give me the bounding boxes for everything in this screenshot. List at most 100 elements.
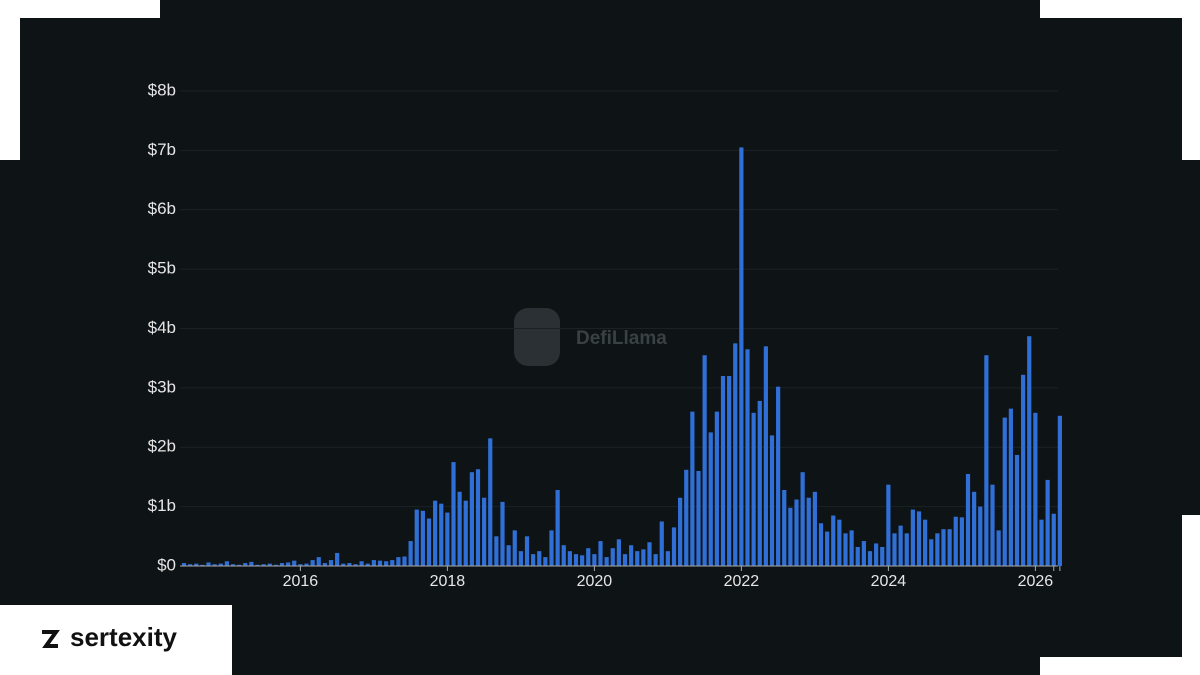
bar xyxy=(316,557,321,566)
x-tick-label: 2022 xyxy=(724,573,760,590)
bar xyxy=(457,491,462,566)
watermark-logo xyxy=(514,308,560,366)
bar xyxy=(776,386,781,566)
bar xyxy=(598,541,603,566)
bar xyxy=(426,518,432,566)
bar xyxy=(377,560,383,566)
bar xyxy=(592,554,597,566)
y-tick-label: $0 xyxy=(157,555,176,574)
plot: $0 $1b $2b $3b $4b $5b $6b $7b $8b 2016 2018 2020 20… xyxy=(148,80,1062,590)
bar xyxy=(959,517,964,566)
bar xyxy=(469,472,474,566)
bar xyxy=(874,543,879,566)
x-tick-label: 2026 xyxy=(1018,573,1054,590)
bar xyxy=(910,509,915,566)
bar xyxy=(543,557,548,566)
bar xyxy=(665,551,670,566)
bar xyxy=(573,554,579,566)
y-tick-label: $8b xyxy=(148,80,176,99)
bar xyxy=(188,564,193,566)
bar xyxy=(727,376,732,566)
bar xyxy=(347,563,352,566)
bar xyxy=(396,557,401,566)
brand-icon xyxy=(42,630,60,648)
bar xyxy=(524,536,530,566)
bar xyxy=(825,531,830,566)
bar xyxy=(304,563,309,566)
bar xyxy=(537,551,542,566)
bar xyxy=(855,547,860,566)
bar xyxy=(463,500,468,566)
bar xyxy=(1014,454,1020,566)
bar xyxy=(1033,412,1038,566)
bar xyxy=(200,564,205,566)
bar xyxy=(696,471,701,566)
bar xyxy=(929,539,934,566)
bar xyxy=(782,490,787,566)
bar xyxy=(635,551,640,566)
bar xyxy=(604,557,609,566)
y-tick-label: $6b xyxy=(148,199,176,218)
bar xyxy=(880,547,885,566)
bar xyxy=(843,533,848,566)
bar xyxy=(414,509,419,566)
bar xyxy=(647,542,652,566)
bar xyxy=(978,506,983,566)
bar xyxy=(794,499,799,566)
bar xyxy=(916,511,922,566)
bar xyxy=(720,376,726,566)
bar xyxy=(580,555,585,566)
bar xyxy=(475,469,481,566)
bar xyxy=(512,530,517,566)
bar xyxy=(506,545,511,566)
bar xyxy=(322,563,327,566)
bar xyxy=(224,561,229,566)
bar xyxy=(984,355,989,566)
x-tick-label: 2020 xyxy=(577,573,613,590)
bar xyxy=(402,556,407,566)
bar xyxy=(230,564,236,566)
bar xyxy=(965,473,971,566)
bar xyxy=(800,472,805,566)
bar xyxy=(267,563,272,566)
bar xyxy=(341,563,346,566)
bar xyxy=(482,497,487,566)
bar xyxy=(708,432,713,566)
bar xyxy=(849,530,854,566)
bar xyxy=(886,484,891,566)
bar xyxy=(255,564,260,566)
bar xyxy=(788,507,793,566)
x-tick-label: 2018 xyxy=(430,573,466,590)
brand-box xyxy=(0,605,232,675)
bar xyxy=(549,530,554,566)
brand: sertexity xyxy=(70,622,177,652)
bar xyxy=(433,500,438,566)
bar xyxy=(616,539,621,566)
bar xyxy=(653,554,658,566)
bar xyxy=(831,515,836,566)
bar xyxy=(561,545,566,566)
bar xyxy=(622,554,628,566)
bar xyxy=(359,561,364,566)
bar xyxy=(500,501,505,566)
bar xyxy=(212,564,217,566)
bar xyxy=(488,438,493,566)
bar xyxy=(243,563,248,566)
bar xyxy=(390,560,395,566)
bar xyxy=(1008,408,1013,566)
bar xyxy=(641,549,646,566)
bar xyxy=(947,529,952,566)
x-tick-label: 2016 xyxy=(283,573,319,590)
bar xyxy=(1027,336,1032,566)
watermark: DefiLlama xyxy=(576,328,667,349)
bar xyxy=(1057,415,1062,566)
bar xyxy=(812,491,817,566)
bar xyxy=(420,510,425,566)
y-tick-label: $1b xyxy=(148,496,176,515)
bar xyxy=(904,533,909,566)
bar xyxy=(972,491,977,566)
bar xyxy=(818,523,824,566)
y-tick-label: $7b xyxy=(148,140,176,159)
bar xyxy=(384,561,389,566)
bar xyxy=(408,541,413,566)
